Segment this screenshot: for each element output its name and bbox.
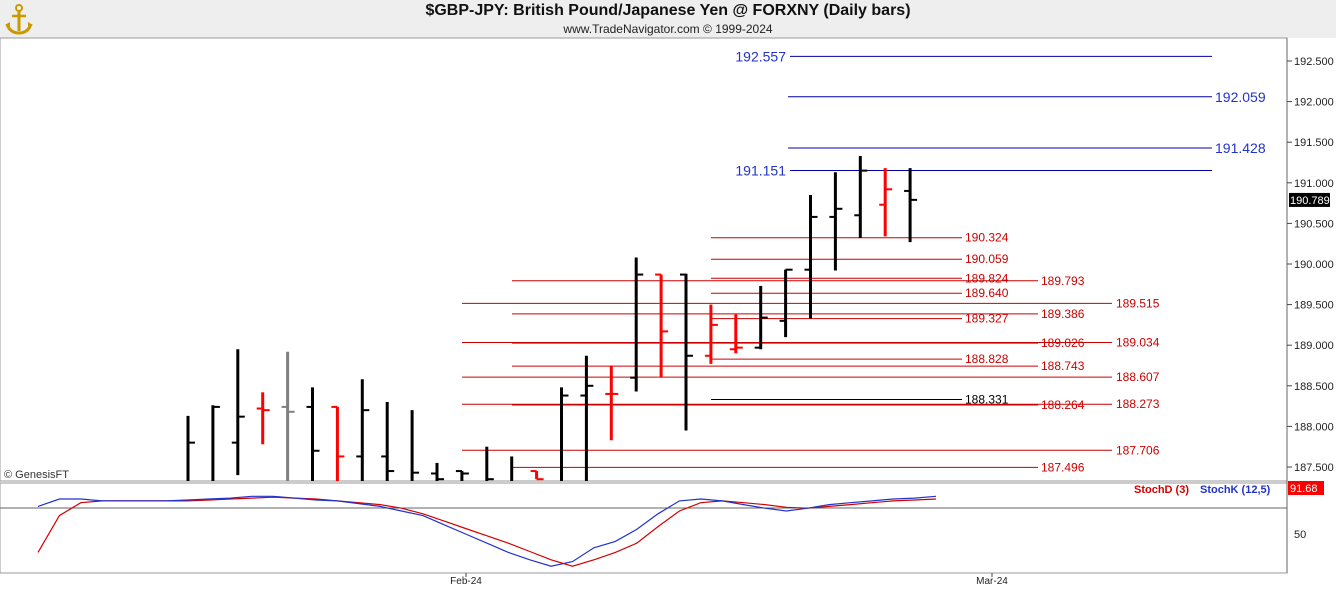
stoch-d-legend: StochD (3) <box>1134 484 1189 496</box>
ohlc-bar <box>431 462 444 481</box>
price-tick-label: 189.000 <box>1294 340 1334 352</box>
price-axis: 192.500 192.000 191.500 191.000 190.500 190.0… <box>4 56 1334 481</box>
price-tick-label: 189.500 <box>1294 300 1334 312</box>
level-label: 189.640 <box>965 286 1009 300</box>
stoch-k-legend: StochK (12,5) <box>1200 484 1271 496</box>
ohlc-bar <box>729 314 743 354</box>
watermark-text: © GenesisFT <box>4 469 69 481</box>
last-price-box <box>1289 192 1330 207</box>
ohlc-bar <box>530 470 544 481</box>
chart-header: $GBP-JPY: British Pound/Japanese Yen @ F… <box>0 0 1336 38</box>
level-label: 189.824 <box>965 271 1009 285</box>
level-label: 189.793 <box>1041 274 1085 288</box>
level-label: 190.324 <box>965 231 1009 245</box>
level-label: 190.059 <box>965 252 1009 266</box>
ohlc-bar <box>306 387 320 481</box>
level-label: 188.331 <box>965 393 1009 407</box>
ohlc-bar <box>704 304 718 364</box>
ohlc-bar <box>779 268 793 338</box>
target-label: 192.059 <box>1215 89 1266 105</box>
ohlc-bar <box>655 273 669 378</box>
target-label: 191.428 <box>1215 140 1266 156</box>
ohlc-bar <box>904 168 918 243</box>
ohlc-bar <box>560 387 569 481</box>
ohlc-bar <box>211 405 220 481</box>
price-tick-label: 192.500 <box>1294 56 1334 68</box>
ohlc-bar <box>580 355 594 481</box>
target-label: 191.151 <box>735 163 786 179</box>
ohlc-bar <box>256 392 270 445</box>
anchor-icon <box>5 4 33 35</box>
level-label: 187.706 <box>1116 443 1160 457</box>
level-label: 188.828 <box>965 352 1009 366</box>
target-lines: 192.557 192.059 191.428 191.151 <box>735 48 1265 178</box>
level-label: 189.386 <box>1041 307 1085 321</box>
chart-frame <box>0 37 1288 574</box>
price-tick-label: 192.000 <box>1294 97 1334 109</box>
level-label: 189.515 <box>1116 296 1160 310</box>
stochastic-panel: StochD (3) StochK (12,5) 91.68 50 <box>37 481 1324 567</box>
ohlc-bar <box>186 415 195 481</box>
ohlc-bar <box>356 379 370 481</box>
level-label: 189.327 <box>965 312 1009 326</box>
stoch-tick-label: 50 <box>1294 529 1306 541</box>
level-label: 188.273 <box>1116 397 1160 411</box>
price-levels: 190.324 190.059 189.824 189.793 189.640 189.5… <box>462 231 1160 474</box>
price-tick-label: 188.000 <box>1294 421 1334 433</box>
ohlc-bar <box>804 194 818 319</box>
price-bars <box>186 156 918 481</box>
price-tick-label: 191.000 <box>1294 178 1334 190</box>
ohlc-bar <box>829 172 843 271</box>
stoch-d-line <box>37 496 937 567</box>
stoch-last-box <box>1288 481 1324 495</box>
level-label: 187.496 <box>1041 460 1085 474</box>
last-price-label: 190.789 <box>1290 195 1330 207</box>
level-label: 188.607 <box>1116 370 1160 384</box>
ohlc-bar <box>680 273 693 431</box>
level-label: 189.034 <box>1116 335 1160 349</box>
price-tick-label: 187.500 <box>1294 462 1334 474</box>
stoch-last-value: 91.68 <box>1290 483 1318 495</box>
stoch-k-line <box>37 495 937 567</box>
ohlc-bar <box>854 156 868 239</box>
ohlc-bar <box>281 351 295 481</box>
ohlc-bar <box>605 365 619 441</box>
ohlc-bar <box>879 168 893 237</box>
level-label: 188.264 <box>1041 398 1085 412</box>
ohlc-bar <box>410 410 420 481</box>
ohlc-bar <box>485 446 494 481</box>
stoch-panel-bg <box>0 482 1288 574</box>
price-tick-label: 191.500 <box>1294 137 1334 149</box>
ohlc-bar <box>455 470 469 481</box>
ohlc-bar <box>231 349 245 476</box>
ohlc-bar <box>381 402 395 481</box>
chart-subtitle: www.TradeNavigator.com © 1999-2024 <box>563 22 773 36</box>
time-axis: Feb-24 Mar-24 <box>450 573 1008 587</box>
price-tick-label: 190.000 <box>1294 259 1334 271</box>
ohlc-bar <box>630 257 644 392</box>
price-tick-label: 190.500 <box>1294 218 1334 230</box>
price-tick-label: 188.500 <box>1294 381 1334 393</box>
ohlc-bar <box>331 405 345 481</box>
target-label: 192.557 <box>735 48 786 64</box>
level-label: 189.026 <box>1041 336 1085 350</box>
time-tick-label: Feb-24 <box>450 576 482 587</box>
level-label: 188.743 <box>1041 359 1085 373</box>
time-tick-label: Mar-24 <box>976 576 1008 587</box>
price-panel-bg <box>0 37 1288 482</box>
ohlc-bar <box>754 285 768 350</box>
chart-title: $GBP-JPY: British Pound/Japanese Yen @ F… <box>425 2 911 19</box>
